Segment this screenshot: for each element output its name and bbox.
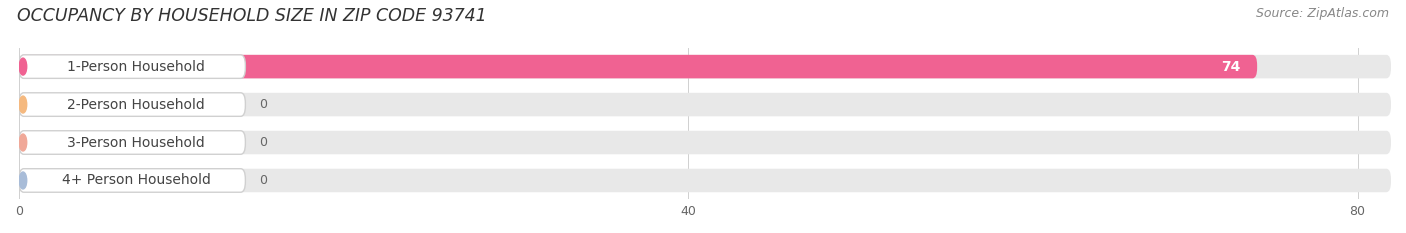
FancyBboxPatch shape xyxy=(20,131,246,154)
Text: 3-Person Household: 3-Person Household xyxy=(67,136,205,150)
FancyBboxPatch shape xyxy=(20,93,246,116)
Text: 4+ Person Household: 4+ Person Household xyxy=(62,173,211,188)
Circle shape xyxy=(20,58,27,75)
Text: 74: 74 xyxy=(1220,60,1240,74)
Text: 0: 0 xyxy=(259,98,267,111)
Text: Source: ZipAtlas.com: Source: ZipAtlas.com xyxy=(1256,7,1389,20)
FancyBboxPatch shape xyxy=(20,131,1391,154)
Text: OCCUPANCY BY HOUSEHOLD SIZE IN ZIP CODE 93741: OCCUPANCY BY HOUSEHOLD SIZE IN ZIP CODE … xyxy=(17,7,486,25)
Circle shape xyxy=(20,134,27,151)
Text: 2-Person Household: 2-Person Household xyxy=(67,98,205,112)
FancyBboxPatch shape xyxy=(20,55,246,78)
Text: 0: 0 xyxy=(259,136,267,149)
Text: 0: 0 xyxy=(259,174,267,187)
Text: 1-Person Household: 1-Person Household xyxy=(67,60,205,74)
FancyBboxPatch shape xyxy=(20,55,1257,78)
FancyBboxPatch shape xyxy=(20,169,1391,192)
FancyBboxPatch shape xyxy=(20,93,1391,116)
FancyBboxPatch shape xyxy=(20,169,246,192)
Circle shape xyxy=(20,96,27,113)
Circle shape xyxy=(20,172,27,189)
FancyBboxPatch shape xyxy=(20,55,1391,78)
